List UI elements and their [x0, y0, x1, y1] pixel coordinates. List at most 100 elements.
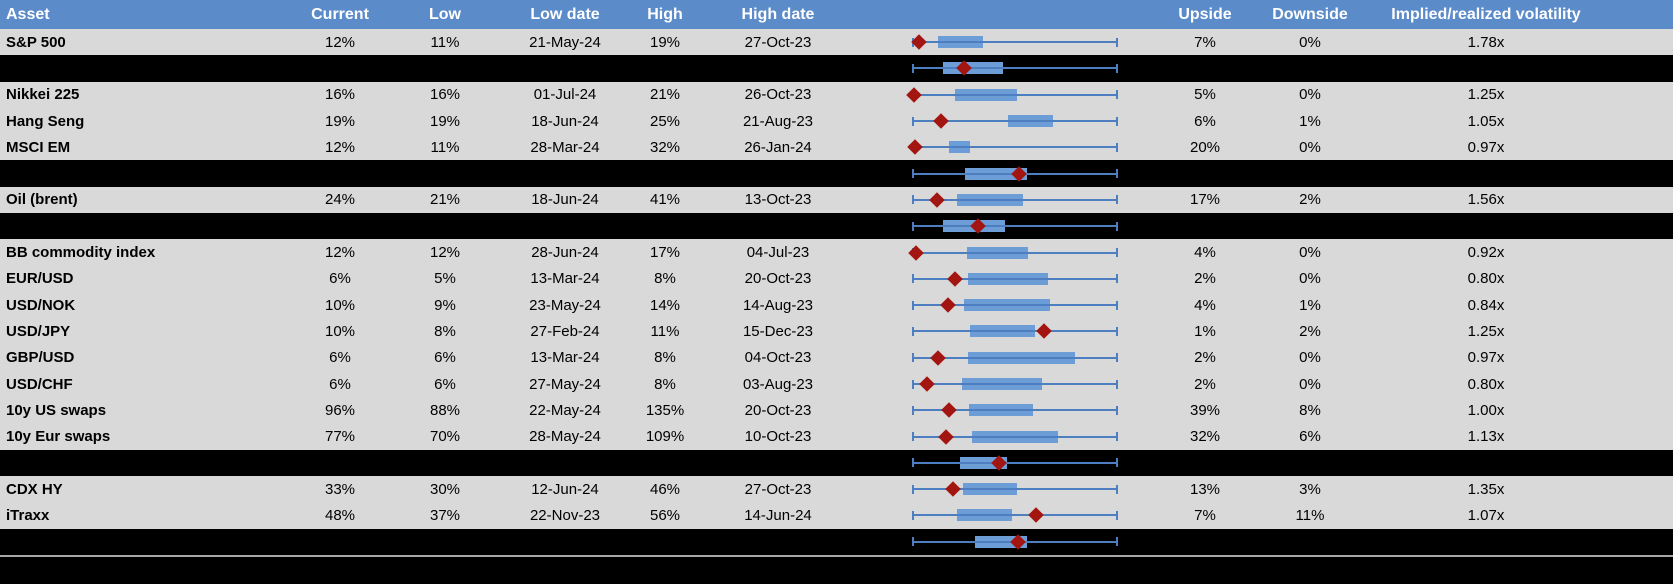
high-cell: 14%: [649, 296, 681, 314]
low-date-cell: 13-Mar-24: [530, 349, 600, 367]
current-diamond-marker: [945, 481, 961, 497]
whisker-cap-right: [1116, 63, 1118, 73]
boxplot: [912, 345, 1118, 371]
whisker-cap-right: [1116, 326, 1118, 336]
boxplot-cell: [856, 476, 1174, 502]
boxplot-cell: [856, 213, 1174, 239]
whisker-cap-right: [1116, 300, 1118, 310]
current-diamond-marker: [929, 192, 945, 208]
whisker-line: [913, 488, 1117, 491]
table-row: 10y Eur swaps 77% 70% 28-May-24 109% 10-Oct-2…: [0, 423, 1673, 450]
boxplot: [912, 397, 1118, 423]
implied-realized-vol-cell: 1.05x: [1467, 112, 1505, 130]
separator-row: [0, 160, 1673, 187]
whisker-line: [913, 409, 1117, 412]
table-row: iTraxx 48% 37% 22-Nov-23 56% 14-Jun-24 7% 11% 1.…: [0, 502, 1673, 529]
boxplot: [912, 213, 1118, 239]
current-diamond-marker: [908, 244, 924, 261]
boxplot: [912, 292, 1118, 318]
downside-cell: 11%: [1295, 506, 1325, 524]
boxplot-cell: [856, 29, 1174, 55]
boxplot-cell: [856, 160, 1174, 186]
current-cell: 6%: [329, 349, 351, 367]
whisker-cap-left: [912, 458, 914, 468]
current-diamond-marker: [907, 139, 923, 156]
high-date-cell: 13-Oct-23: [744, 191, 812, 209]
whisker-cap-left: [912, 63, 914, 73]
high-date-cell: 27-Oct-23: [744, 480, 812, 498]
low-date-cell: 18-Jun-24: [531, 112, 599, 130]
low-date-cell: 12-Jun-24: [531, 480, 599, 498]
boxplot: [912, 423, 1118, 449]
footer-divider: [0, 554, 1673, 557]
upside-cell: 4%: [1194, 244, 1216, 262]
boxplot: [912, 108, 1118, 134]
boxplot-cell: [856, 450, 1174, 476]
implied-realized-vol-cell: 1.13x: [1467, 428, 1505, 446]
current-cell: 12%: [324, 244, 356, 262]
low-cell: 11%: [430, 138, 460, 156]
downside-cell: 1%: [1299, 112, 1321, 130]
boxplot-cell: [856, 108, 1174, 134]
high-cell: 19%: [649, 33, 681, 51]
boxplot-cell: [856, 397, 1174, 423]
table-row: 10y US swaps 96% 88% 22-May-24 135% 20-Oct-23…: [0, 397, 1673, 424]
high-cell: 17%: [649, 244, 681, 262]
whisker-cap-right: [1116, 90, 1118, 100]
implied-realized-vol-cell: 0.80x: [1467, 375, 1505, 393]
boxplot: [912, 371, 1118, 397]
high-date-cell: 10-Oct-23: [744, 428, 812, 446]
downside-cell: 0%: [1299, 270, 1321, 288]
high-cell: 32%: [649, 138, 681, 156]
asset-cell: USD/JPY: [6, 322, 71, 340]
current-cell: 12%: [324, 138, 356, 156]
boxplot-cell: [856, 239, 1174, 265]
current-cell: 48%: [324, 506, 356, 524]
table-row: MSCI EM 12% 11% 28-Mar-24 32% 26-Jan-24 20% 0% 0…: [0, 134, 1673, 161]
low-date-cell: 18-Jun-24: [531, 191, 599, 209]
asset-cell: BB commodity index: [6, 244, 156, 262]
high-cell: 8%: [654, 375, 676, 393]
implied-realized-vol-cell: 0.97x: [1467, 349, 1505, 367]
high-cell: 11%: [650, 322, 680, 340]
high-cell: 135%: [645, 401, 685, 419]
upside-cell: 39%: [1189, 401, 1221, 419]
high-date-cell: 14-Aug-23: [742, 296, 814, 314]
downside-cell: 2%: [1299, 322, 1321, 340]
implied-realized-vol-cell: 1.00x: [1467, 401, 1505, 419]
whisker-line: [913, 225, 1117, 228]
low-cell: 6%: [434, 375, 456, 393]
low-cell: 70%: [429, 428, 461, 446]
asset-cell: MSCI EM: [6, 138, 71, 156]
whisker-cap-right: [1116, 195, 1118, 205]
table-row: BB commodity index 12% 12% 28-Jun-24 17% 04-J…: [0, 239, 1673, 266]
boxplot: [912, 318, 1118, 344]
whisker-line: [913, 93, 1117, 96]
asset-cell: 10y US swaps: [6, 401, 107, 419]
current-cell: 12%: [324, 33, 356, 51]
whisker-cap-right: [1116, 379, 1118, 389]
asset-cell: 10y Eur swaps: [6, 428, 111, 446]
downside-cell: 0%: [1299, 33, 1321, 51]
asset-cell: USD/CHF: [6, 375, 73, 393]
high-cell: 8%: [654, 270, 676, 288]
low-cell: 12%: [429, 244, 461, 262]
table-row: Nikkei 225 16% 16% 01-Jul-24 21% 26-Oct-23 5% 0…: [0, 81, 1673, 108]
implied-realized-vol-cell: 1.35x: [1467, 480, 1505, 498]
high-cell: 109%: [645, 428, 685, 446]
table-row: EUR/USD 6% 5% 13-Mar-24 8% 20-Oct-23 2% 0% 0.80x: [0, 265, 1673, 292]
upside-cell: 6%: [1194, 112, 1216, 130]
upside-cell: 2%: [1194, 349, 1216, 367]
whisker-cap-left: [912, 274, 914, 284]
boxplot: [912, 450, 1118, 476]
boxplot-cell: [856, 318, 1174, 344]
high-cell: 8%: [654, 349, 676, 367]
whisker-cap-left: [912, 537, 914, 547]
boxplot: [912, 160, 1118, 186]
asset-cell: S&P 500: [6, 33, 66, 51]
low-date-cell: 28-Mar-24: [530, 138, 600, 156]
implied-realized-vol-cell: 1.25x: [1467, 322, 1505, 340]
upside-cell: 4%: [1194, 296, 1216, 314]
boxplot: [912, 476, 1118, 502]
whisker-line: [913, 514, 1117, 517]
